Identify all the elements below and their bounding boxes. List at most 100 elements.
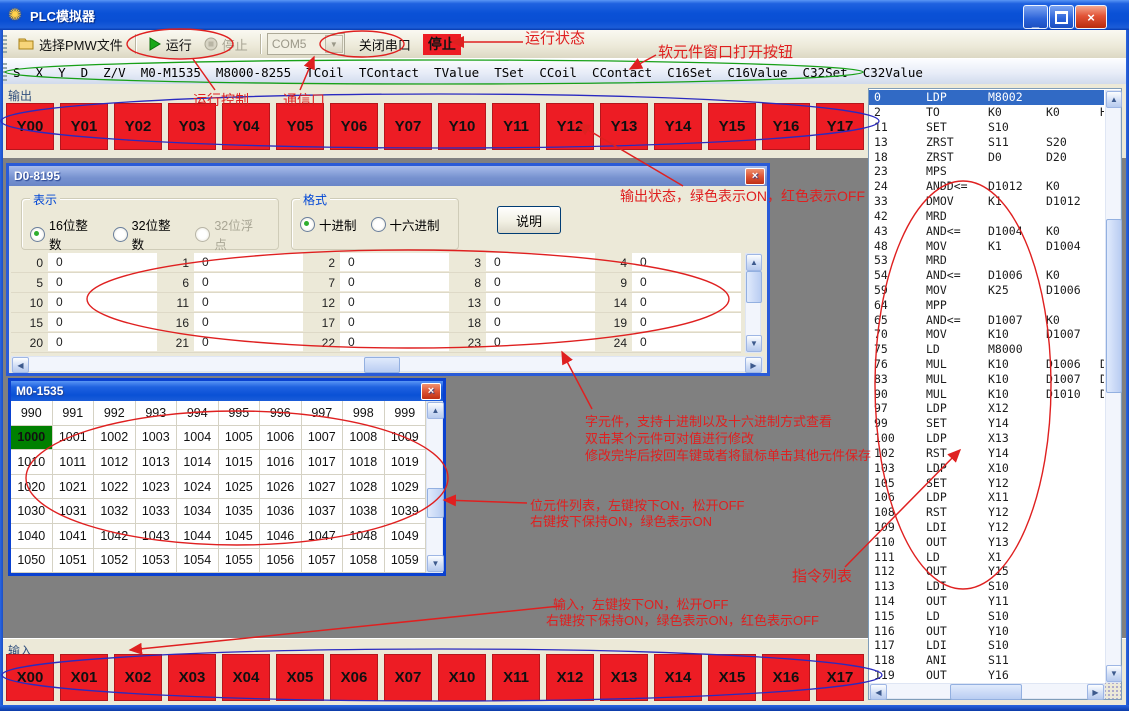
output-button[interactable]: Y00 [6, 103, 54, 150]
d-register-value[interactable]: 0 [486, 253, 595, 272]
m-bit-cell[interactable]: 1043 [135, 523, 177, 549]
d-window-close-button[interactable]: × [745, 168, 765, 185]
m-bit-cell[interactable]: 1034 [177, 499, 219, 524]
device-window-button[interactable]: Y [58, 64, 66, 80]
m-bit-cell[interactable]: 1047 [301, 523, 343, 549]
radio-decimal[interactable]: 十进制 [300, 215, 357, 234]
device-window-button[interactable]: C16Value [727, 64, 788, 80]
m-bit-cell[interactable]: 1023 [135, 474, 177, 500]
instruction-row[interactable]: 65 AND<= D1007 K0 [869, 312, 1104, 327]
device-window-button[interactable]: CContact [591, 64, 653, 80]
m-bit-cell[interactable]: 992 [94, 401, 136, 426]
m-bit-cell[interactable]: 1058 [343, 548, 385, 574]
scroll-right-icon[interactable]: ▶ [745, 357, 762, 373]
device-window-button[interactable]: M0-M1535 [140, 64, 201, 80]
m-bit-cell[interactable]: 1014 [177, 450, 219, 475]
m-bit-cell[interactable]: 1000 [11, 425, 53, 451]
scrollbar-thumb[interactable] [1106, 219, 1122, 393]
m-bit-cell[interactable]: 1007 [301, 425, 343, 451]
output-button[interactable]: Y01 [60, 103, 108, 150]
instruction-row[interactable]: 18 ZRST D0 D20 [869, 149, 1104, 164]
output-button[interactable]: Y02 [114, 103, 162, 150]
window-frame-bottom[interactable] [0, 705, 1129, 711]
m-bit-cell[interactable]: 1021 [52, 474, 94, 500]
instruction-row[interactable]: 90 MUL K10 D1010 D1 [869, 386, 1104, 401]
m-bit-cell[interactable]: 1059 [384, 548, 426, 574]
device-window-button[interactable]: TContact [358, 64, 420, 80]
device-window-button[interactable]: C32Set [802, 64, 848, 80]
d-register-value[interactable]: 0 [194, 273, 303, 292]
output-button[interactable]: Y03 [168, 103, 216, 150]
m-bit-cell[interactable]: 1011 [52, 450, 94, 475]
input-button[interactable]: X06 [330, 654, 378, 701]
m-bit-cell[interactable]: 1031 [52, 499, 94, 524]
d-vertical-scrollbar[interactable]: ▲ ▼ [745, 253, 762, 353]
m-bit-cell[interactable]: 1053 [135, 548, 177, 574]
m-bit-cell[interactable]: 1049 [384, 523, 426, 549]
toolbar-grip[interactable] [3, 63, 7, 81]
scroll-right-icon[interactable]: ▶ [1087, 684, 1104, 700]
d-window-titlebar[interactable]: D0-8195 × [9, 166, 767, 186]
m-bit-cell[interactable]: 1056 [260, 548, 302, 574]
output-button[interactable]: Y05 [276, 103, 324, 150]
instruction-row[interactable]: 105 SET Y12 [869, 475, 1104, 490]
instruction-row[interactable]: 99 SET Y14 [869, 416, 1104, 431]
instruction-row[interactable]: 53 MRD [869, 253, 1104, 268]
m-bit-cell[interactable]: 1046 [260, 523, 302, 549]
d-register-value[interactable]: 0 [486, 313, 595, 332]
m-bit-cell[interactable]: 997 [301, 401, 343, 426]
d-register-value[interactable]: 0 [632, 313, 741, 332]
instruction-row[interactable]: 42 MRD [869, 209, 1104, 224]
output-button[interactable]: Y12 [546, 103, 594, 150]
d-register-value[interactable]: 0 [486, 333, 595, 352]
output-button[interactable]: Y10 [438, 103, 486, 150]
input-button[interactable]: X17 [816, 654, 864, 701]
m-bit-cell[interactable]: 1050 [11, 548, 53, 574]
input-button[interactable]: X12 [546, 654, 594, 701]
output-button[interactable]: Y13 [600, 103, 648, 150]
instruction-row[interactable]: 59 MOV K25 D1006 [869, 283, 1104, 298]
d-register-value[interactable]: 0 [194, 253, 303, 272]
m-bit-cell[interactable]: 1044 [177, 523, 219, 549]
m-bit-cell[interactable]: 993 [135, 401, 177, 426]
device-window-button[interactable]: S [13, 64, 21, 80]
m-bit-cell[interactable]: 1057 [301, 548, 343, 574]
scroll-up-icon[interactable]: ▲ [1106, 91, 1122, 108]
device-window-button[interactable]: TValue [434, 64, 480, 80]
instruction-row[interactable]: 112 OUT Y15 [869, 564, 1104, 579]
d-register-value[interactable]: 0 [632, 253, 741, 272]
m-bit-cell[interactable]: 1018 [343, 450, 385, 475]
instruction-row[interactable]: 115 LD S10 [869, 608, 1104, 623]
m-bit-cell[interactable]: 999 [384, 401, 426, 426]
scrollbar-thumb[interactable] [950, 684, 1022, 700]
instruction-row[interactable]: 23 MPS [869, 164, 1104, 179]
output-button[interactable]: Y06 [330, 103, 378, 150]
scroll-down-icon[interactable]: ▼ [1106, 665, 1122, 682]
close-button[interactable]: × [1075, 5, 1107, 29]
m-bit-cell[interactable]: 1037 [301, 499, 343, 524]
instruction-row[interactable]: 54 AND<= D1006 K0 [869, 268, 1104, 283]
com-port-select[interactable]: COM5 ▼ [266, 33, 345, 55]
device-window-button[interactable]: CCoil [539, 64, 577, 80]
instruction-row[interactable]: 102 RST Y14 [869, 446, 1104, 461]
input-button[interactable]: X03 [168, 654, 216, 701]
input-button[interactable]: X15 [708, 654, 756, 701]
instruction-row[interactable]: 97 LDP X12 [869, 401, 1104, 416]
scroll-left-icon[interactable]: ◀ [12, 357, 29, 373]
m-bit-cell[interactable]: 1052 [94, 548, 136, 574]
m-bit-cell[interactable]: 1016 [260, 450, 302, 475]
input-button[interactable]: X11 [492, 654, 540, 701]
output-button[interactable]: Y16 [762, 103, 810, 150]
device-window-button[interactable]: X [35, 64, 44, 80]
instruction-row[interactable]: 117 LDI S10 [869, 638, 1104, 653]
output-button[interactable]: Y15 [708, 103, 756, 150]
resize-grip[interactable] [1105, 683, 1121, 699]
device-window-button[interactable]: M8000-8255 [215, 64, 292, 80]
instruction-row[interactable]: 118 ANI S11 [869, 653, 1104, 668]
scroll-down-icon[interactable]: ▼ [746, 335, 762, 352]
m-bit-cell[interactable]: 1029 [384, 474, 426, 500]
d-register-value[interactable]: 0 [486, 273, 595, 292]
scrollbar-thumb[interactable] [364, 357, 400, 373]
instruction-row[interactable]: 114 OUT Y11 [869, 594, 1104, 609]
d-register-value[interactable]: 0 [340, 293, 449, 312]
